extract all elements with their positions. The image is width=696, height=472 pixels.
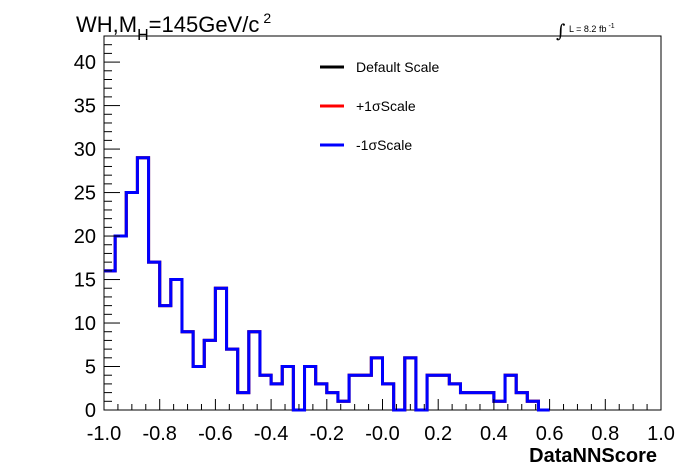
series-line-2 xyxy=(104,156,550,412)
legend: Default Scale +1σScale -1σScale xyxy=(320,59,439,153)
x-tick-label: -0.0 xyxy=(365,423,399,445)
x-tick-label: 0.6 xyxy=(536,423,564,445)
y-tick-label: 10 xyxy=(74,313,96,335)
y-tick-label: 25 xyxy=(74,183,96,205)
x-tick-label: -0.8 xyxy=(142,423,176,445)
chart-title: WH,MH=145GeV/c 2 xyxy=(76,10,271,44)
x-tick-label: 0.4 xyxy=(480,423,508,445)
x-tick-label: 0.2 xyxy=(424,423,452,445)
x-tick-label: -1.0 xyxy=(87,423,121,445)
y-tick-label: 0 xyxy=(85,400,96,422)
integral-symbol: ∫ xyxy=(556,21,566,42)
x-tick-label: -0.4 xyxy=(254,423,288,445)
y-tick-label: 30 xyxy=(74,139,96,161)
luminosity-label: ∫ L = 8.2 fb -1 xyxy=(556,21,615,42)
luminosity-text: L = 8.2 fb -1 xyxy=(569,23,615,34)
axes-group: -1.0 -0.8 -0.6 -0.4 -0.2 -0.0 0.2 0.4 0.6 0.8 1.0 0… xyxy=(74,35,675,445)
x-tick-label: -0.6 xyxy=(198,423,232,445)
x-axis-label: DataNNScore xyxy=(529,445,657,467)
x-tick-label: 0.8 xyxy=(591,423,619,445)
x-tick-label: 1.0 xyxy=(647,423,675,445)
y-tick-label: 20 xyxy=(74,226,96,248)
legend-label: Default Scale xyxy=(356,59,439,75)
y-tick-label: 35 xyxy=(74,96,96,118)
legend-label: -1σScale xyxy=(356,137,412,153)
y-tick-label: 40 xyxy=(74,52,96,74)
histogram-series-group xyxy=(104,156,550,412)
y-tick-label: 15 xyxy=(74,270,96,292)
legend-label: +1σScale xyxy=(356,98,416,114)
x-tick-label: -0.2 xyxy=(310,423,344,445)
y-tick-label: 5 xyxy=(85,357,96,379)
